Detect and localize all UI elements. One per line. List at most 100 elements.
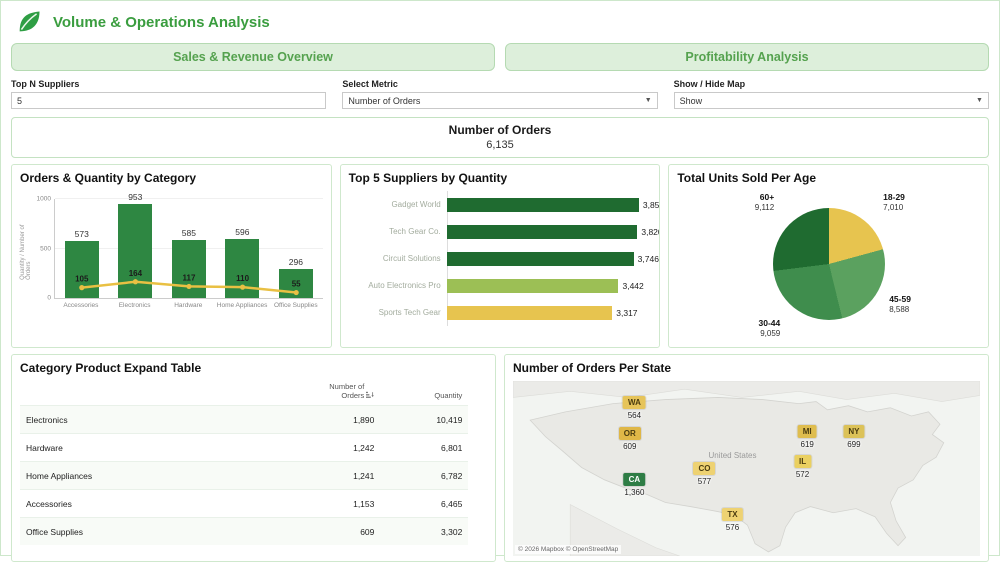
pie-slice-value: 7,010 — [883, 202, 904, 212]
pie-chart: 18-29 7,010 45-59 8,588 30-44 9,059 60+ 9,112 — [677, 189, 980, 339]
supplier-bar[interactable] — [446, 305, 613, 320]
supplier-name-label: Sports Tech Gear — [378, 308, 441, 317]
pie-slice-value: 9,059 — [760, 329, 781, 338]
map-landmass — [513, 381, 980, 556]
state-marker-or[interactable]: OR 609 — [618, 423, 641, 451]
supplier-name-label: Auto Electronics Pro — [368, 281, 441, 290]
state-value-label: 577 — [697, 477, 712, 486]
tab-sales-revenue-overview[interactable]: Sales & Revenue Overview — [11, 43, 495, 71]
state-code-label: IL — [793, 455, 812, 468]
state-marker-il[interactable]: IL 572 — [793, 451, 812, 479]
orders-cell: 609 — [217, 517, 381, 545]
tab-bar: Sales & Revenue Overview Profitability A… — [1, 43, 999, 71]
table-row[interactable]: Accessories 1,153 6,465 — [20, 489, 469, 518]
state-marker-wa[interactable]: WA 564 — [622, 392, 646, 420]
supplier-bar[interactable] — [446, 278, 619, 293]
chart-title: Total Units Sold Per Age — [677, 171, 817, 185]
line-point[interactable] — [186, 283, 192, 290]
supplier-row[interactable]: Gadget World 3,850 — [349, 191, 659, 218]
table-row[interactable]: Office Supplies 609 3,302 — [20, 517, 469, 545]
horizontal-bar-chart: Gadget World 3,850 Tech Gear Co. 3,820 Circu… — [349, 191, 659, 326]
panel-orders-per-state-map: Number of Orders Per State United States… — [504, 354, 989, 562]
table-row[interactable]: Electronics 1,890 10,419 — [20, 405, 469, 434]
pie-slice-name: 45-59 — [889, 294, 911, 305]
line-point[interactable] — [79, 285, 85, 291]
supplier-value-label: 3,820 — [641, 226, 659, 237]
category-cell: Accessories — [20, 489, 218, 518]
pie-slice-value: 8,588 — [889, 305, 910, 314]
supplier-row[interactable]: Sports Tech Gear 3,317 — [349, 299, 652, 326]
chevron-down-icon: ▼ — [976, 97, 983, 104]
filter-label: Show / Hide Map — [673, 79, 746, 89]
supplier-bar[interactable] — [446, 251, 634, 266]
select-metric-dropdown[interactable]: Number of Orders ▼ — [342, 92, 658, 109]
state-code-label: TX — [722, 507, 743, 521]
pie-slice-name: 60+ — [759, 192, 775, 202]
y-tick-label: 1000 — [36, 195, 51, 203]
supplier-value-label: 3,317 — [616, 307, 638, 318]
supplier-value-label: 3,850 — [642, 199, 660, 210]
line-point[interactable] — [132, 279, 138, 285]
line-value-label: 55 — [292, 280, 301, 289]
orders-cell: 1,890 — [217, 405, 381, 434]
x-tick-label: Hardware — [174, 302, 203, 309]
map-title: Number of Orders Per State — [513, 361, 672, 375]
state-code-label: OR — [618, 427, 641, 440]
bar-value-label: 573 — [74, 229, 89, 240]
panel-orders-quantity-by-category: Orders & Quantity by Category Quantity /… — [11, 164, 332, 348]
orders-header-label: Number of Orders — [329, 382, 365, 400]
state-value-label: 564 — [627, 410, 642, 420]
table-row[interactable]: Home Appliances 1,241 6,782 — [20, 461, 469, 490]
y-tick-label: 500 — [40, 245, 51, 252]
state-code-label: NY — [843, 425, 865, 439]
tab-profitability-analysis[interactable]: Profitability Analysis — [505, 43, 989, 71]
state-marker-mi[interactable]: MI 619 — [797, 421, 817, 449]
state-marker-co[interactable]: CO 577 — [693, 458, 716, 486]
supplier-name-label: Circuit Solutions — [382, 254, 441, 263]
x-tick-label: Electronics — [118, 302, 151, 309]
state-marker-ca[interactable]: CA 1,360 — [623, 469, 646, 497]
quantity-cell: 10,419 — [380, 405, 469, 434]
category-table: Number of Orders Quantity Electronics 1,8… — [20, 379, 469, 545]
filter-label: Top N Suppliers — [11, 79, 80, 89]
quantity-cell: 3,302 — [380, 517, 469, 545]
line-point[interactable] — [293, 289, 299, 296]
supplier-row[interactable]: Auto Electronics Pro 3,442 — [349, 272, 652, 299]
state-marker-tx[interactable]: TX 576 — [722, 504, 743, 532]
chart-title: Top 5 Suppliers by Quantity — [348, 171, 508, 185]
top-n-suppliers-input[interactable] — [11, 92, 327, 109]
line-point[interactable] — [240, 284, 246, 290]
orders-cell: 1,241 — [217, 461, 381, 490]
supplier-row[interactable]: Circuit Solutions 3,746 — [349, 245, 659, 272]
supplier-bar-track: 3,317 — [446, 305, 652, 321]
pie-circle[interactable] — [772, 208, 885, 320]
show-hide-map-dropdown[interactable]: Show ▼ — [673, 92, 989, 109]
us-map[interactable]: United States © 2026 Mapbox © OpenStreet… — [513, 381, 980, 556]
sort-icon[interactable] — [366, 391, 375, 400]
table-header-row: Number of Orders Quantity — [20, 379, 468, 406]
line-value-label: 117 — [183, 273, 196, 282]
panel-category-table: Category Product Expand Table Number of … — [11, 354, 496, 562]
line-value-label: 105 — [75, 275, 89, 284]
panel-top-5-suppliers: Top 5 Suppliers by Quantity Gadget World… — [339, 164, 661, 348]
map-attribution: © 2026 Mapbox © OpenStreetMap — [515, 545, 622, 554]
pie-slice-name: 18-29 — [883, 192, 905, 202]
filter-bar: Top N Suppliers Select Metric Number of … — [1, 71, 999, 113]
state-marker-ny[interactable]: NY 699 — [843, 421, 865, 449]
supplier-name-label: Tech Gear Co. — [389, 227, 441, 236]
orders-column-header[interactable]: Number of Orders — [217, 379, 380, 406]
bar-value-label: 596 — [235, 227, 250, 237]
supplier-bar[interactable] — [446, 197, 639, 212]
table-row[interactable]: Hardware 1,242 6,801 — [20, 433, 469, 462]
filter-label: Select Metric — [342, 79, 398, 89]
state-value-label: 609 — [623, 442, 637, 451]
supplier-row[interactable]: Tech Gear Co. 3,820 — [349, 218, 659, 245]
supplier-bar[interactable] — [446, 224, 638, 239]
state-code-label: CO — [693, 462, 716, 475]
quantity-cell: 6,782 — [380, 461, 469, 490]
quantity-column-header[interactable]: Quantity — [434, 391, 463, 400]
bar-value-label: 296 — [288, 256, 303, 267]
bar-value-label: 953 — [128, 191, 143, 202]
charts-row: Orders & Quantity by Category Quantity /… — [1, 164, 999, 348]
supplier-bar-track: 3,850 — [446, 197, 659, 213]
